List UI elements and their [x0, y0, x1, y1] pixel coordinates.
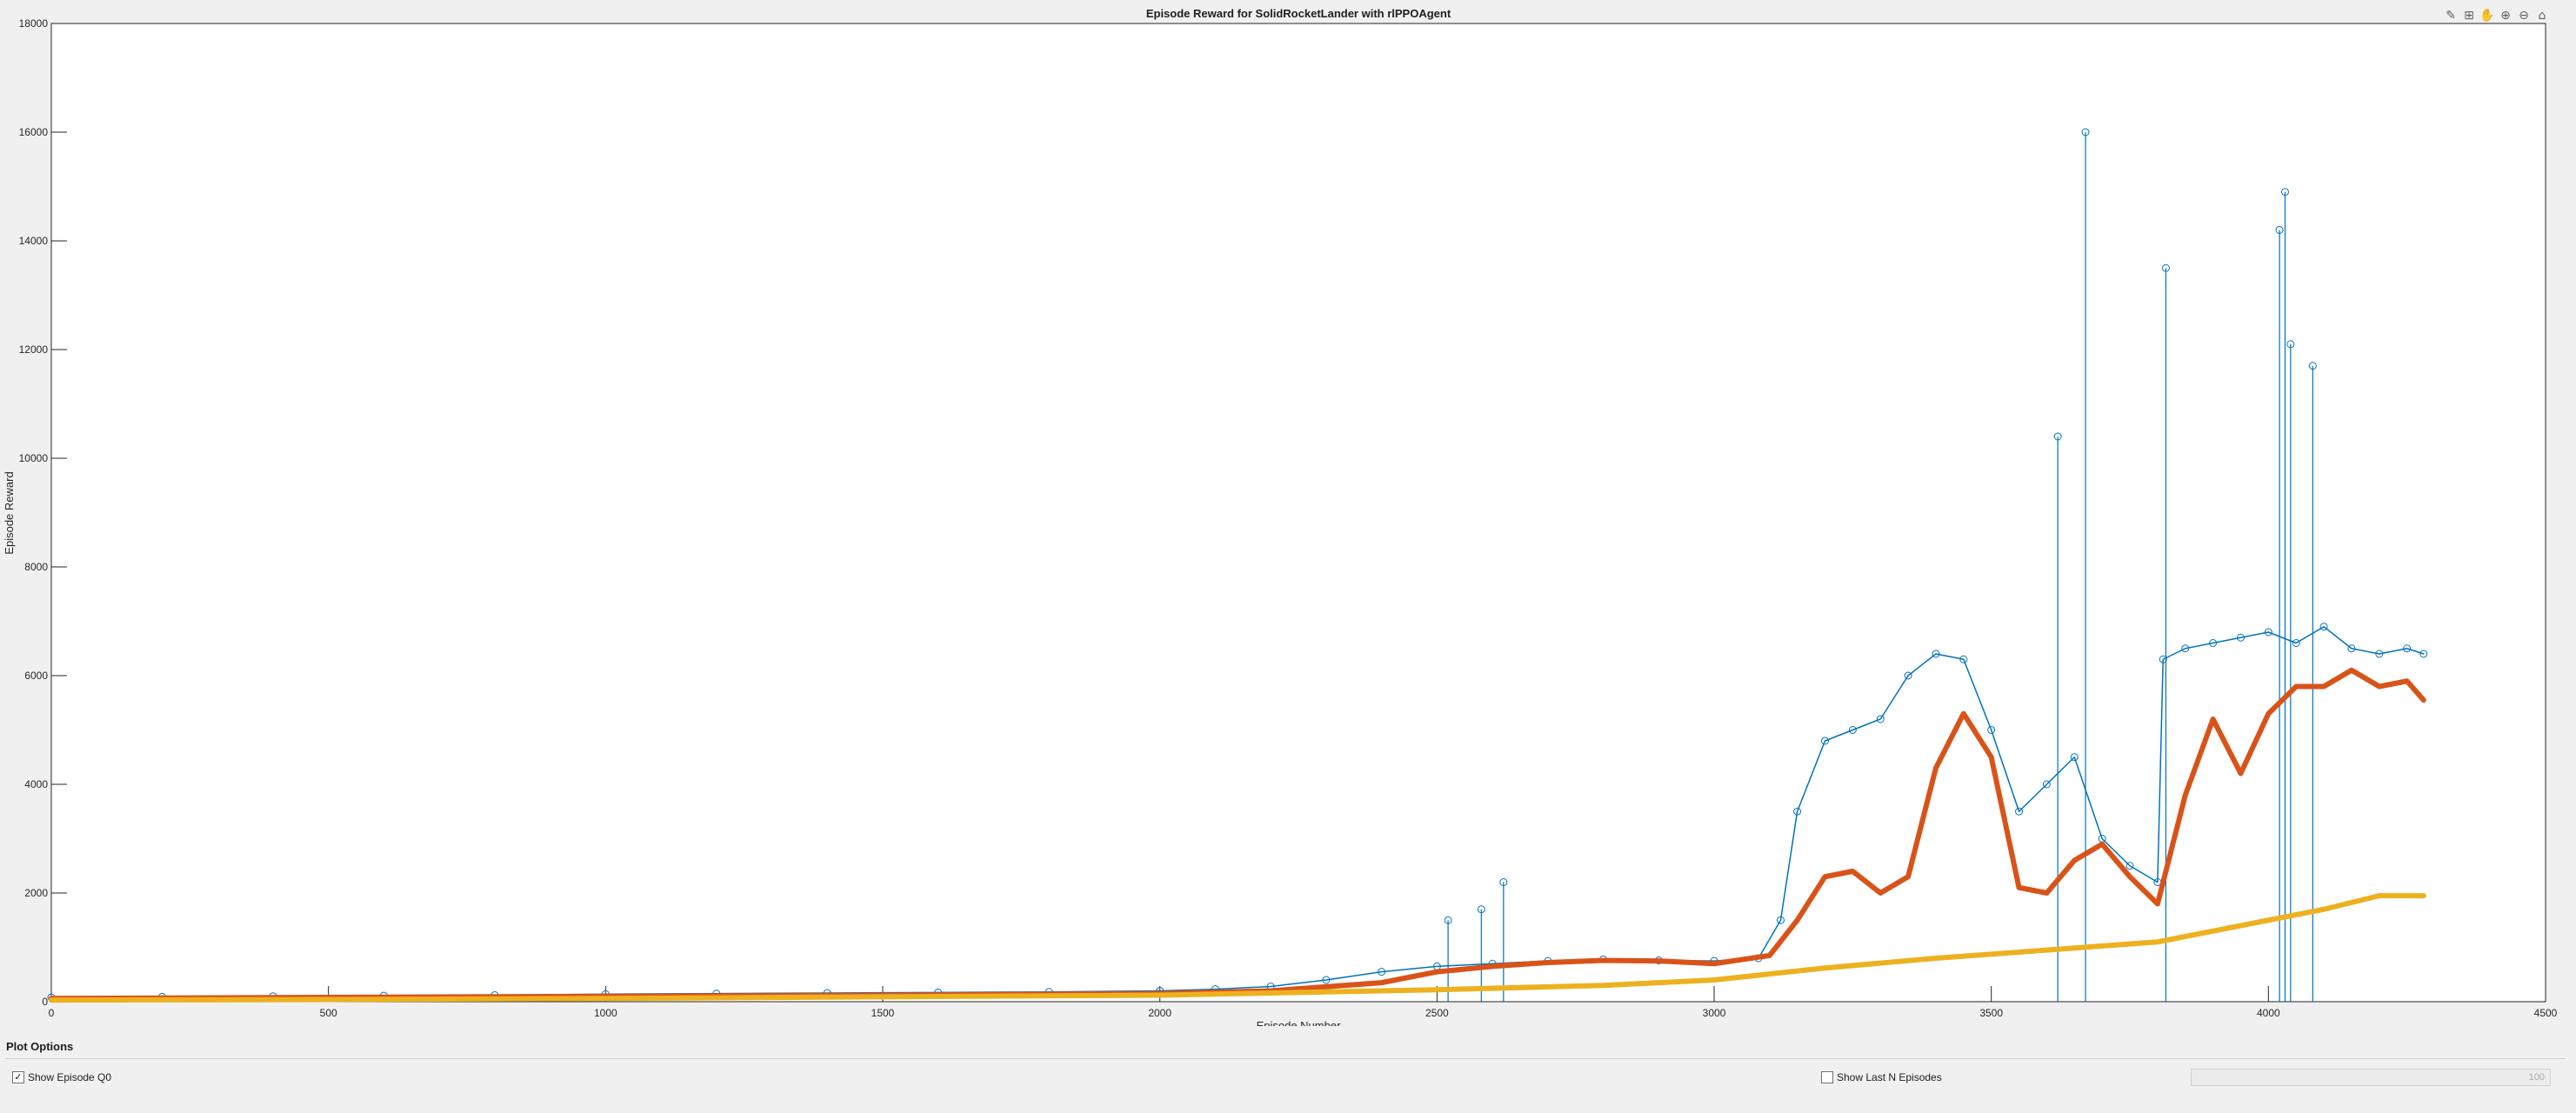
data-point — [2347, 644, 2356, 653]
x-tick-label: 3000 — [1703, 1007, 1726, 1019]
y-tick-label: 2000 — [24, 887, 48, 899]
series-2 — [49, 667, 2426, 1002]
y-tick-label: 10000 — [19, 452, 49, 464]
show-last-n-label: Show Last N Episodes — [1837, 1071, 1942, 1083]
series-line — [49, 893, 2426, 1003]
series-3 — [49, 893, 2426, 1003]
data-point — [2236, 633, 2245, 642]
x-tick-label: 4500 — [2534, 1007, 2558, 1019]
data-point — [2015, 807, 2024, 816]
x-tick-label: 0 — [49, 1007, 55, 1019]
data-point — [1793, 807, 1802, 816]
check-icon: ✓ — [14, 1072, 23, 1083]
plot-area — [50, 23, 2546, 1003]
spike-point — [1477, 905, 1485, 914]
y-tick-label: 12000 — [19, 343, 49, 356]
y-tick-label: 0 — [42, 996, 48, 1008]
data-point — [1959, 655, 1968, 663]
divider — [5, 1058, 2566, 1059]
data-point — [1904, 671, 1912, 680]
data-point — [1820, 736, 1829, 745]
data-point — [2209, 639, 2218, 647]
show-q0-checkbox[interactable]: ✓ Show Episode Q0 — [12, 1071, 111, 1083]
spike-point — [1444, 916, 1452, 924]
show-last-n-checkbox[interactable]: Show Last N Episodes — [1821, 1071, 1942, 1083]
show-q0-checkbox-box[interactable]: ✓ — [12, 1071, 24, 1083]
zoom-out-icon[interactable]: ⊖ — [2519, 9, 2529, 23]
data-point — [2159, 655, 2167, 663]
last-n-input[interactable]: 100 — [2191, 1069, 2551, 1086]
data-point — [2419, 650, 2428, 658]
spike-point — [2280, 188, 2289, 197]
show-last-n-checkbox-box[interactable] — [1821, 1071, 1833, 1083]
pan-icon[interactable]: ✋ — [2479, 9, 2495, 23]
y-tick-label: 6000 — [24, 670, 48, 682]
reward-chart: Episode Reward for SolidRocketLander wit… — [3, 7, 2558, 1026]
y-tick-label: 16000 — [19, 126, 49, 138]
data-point — [2264, 628, 2272, 636]
x-tick-label: 4000 — [2257, 1007, 2280, 1019]
data-point — [1932, 650, 1940, 658]
spike-point — [2161, 263, 2170, 272]
y-tick-label: 4000 — [24, 778, 48, 790]
y-axis-label: Episode Reward — [3, 471, 16, 554]
y-tick-label: 14000 — [19, 235, 49, 247]
data-point — [1987, 726, 1996, 734]
data-point — [2070, 753, 2079, 762]
x-tick-label: 2500 — [1425, 1007, 1449, 1019]
data-point — [1322, 976, 1331, 984]
x-tick-label: 3500 — [1979, 1007, 2003, 1019]
spike-point — [2053, 432, 2062, 441]
zoom-in-icon[interactable]: ⊕ — [2500, 9, 2511, 23]
y-tick-label: 8000 — [24, 561, 48, 573]
data-point — [2292, 639, 2300, 647]
data-point — [2403, 644, 2412, 653]
home-icon[interactable]: ⌂ — [2538, 9, 2546, 23]
show-q0-label: Show Episode Q0 — [28, 1071, 112, 1083]
datatip-icon[interactable]: ⊞ — [2464, 9, 2474, 23]
data-point — [1848, 726, 1857, 734]
x-tick-label: 500 — [320, 1007, 337, 1019]
plot-options-title: Plot Options — [6, 1040, 74, 1053]
data-point — [1876, 715, 1885, 723]
spike-point — [2286, 340, 2295, 349]
series-line — [49, 667, 2426, 1002]
data-point — [2319, 623, 2328, 631]
spike-point — [1499, 878, 1508, 886]
spike-point — [2081, 128, 2090, 137]
x-tick-label: 1500 — [871, 1007, 895, 1019]
chart-title: Episode Reward for SolidRocketLander wit… — [1146, 7, 1452, 20]
data-point — [2375, 650, 2384, 658]
y-tick-label: 18000 — [19, 17, 49, 30]
data-point — [2042, 780, 2051, 789]
x-axis-label: Episode Number — [1257, 1019, 1341, 1026]
data-point — [2181, 644, 2190, 653]
x-tick-label: 2000 — [1148, 1007, 1171, 1019]
spike-point — [2308, 362, 2317, 370]
data-point — [1776, 916, 1785, 924]
data-point — [1378, 968, 1386, 976]
spike-point — [2275, 226, 2284, 234]
x-tick-label: 1000 — [594, 1007, 617, 1019]
data-point — [2126, 862, 2134, 870]
brush-icon[interactable]: ✎ — [2446, 9, 2456, 23]
